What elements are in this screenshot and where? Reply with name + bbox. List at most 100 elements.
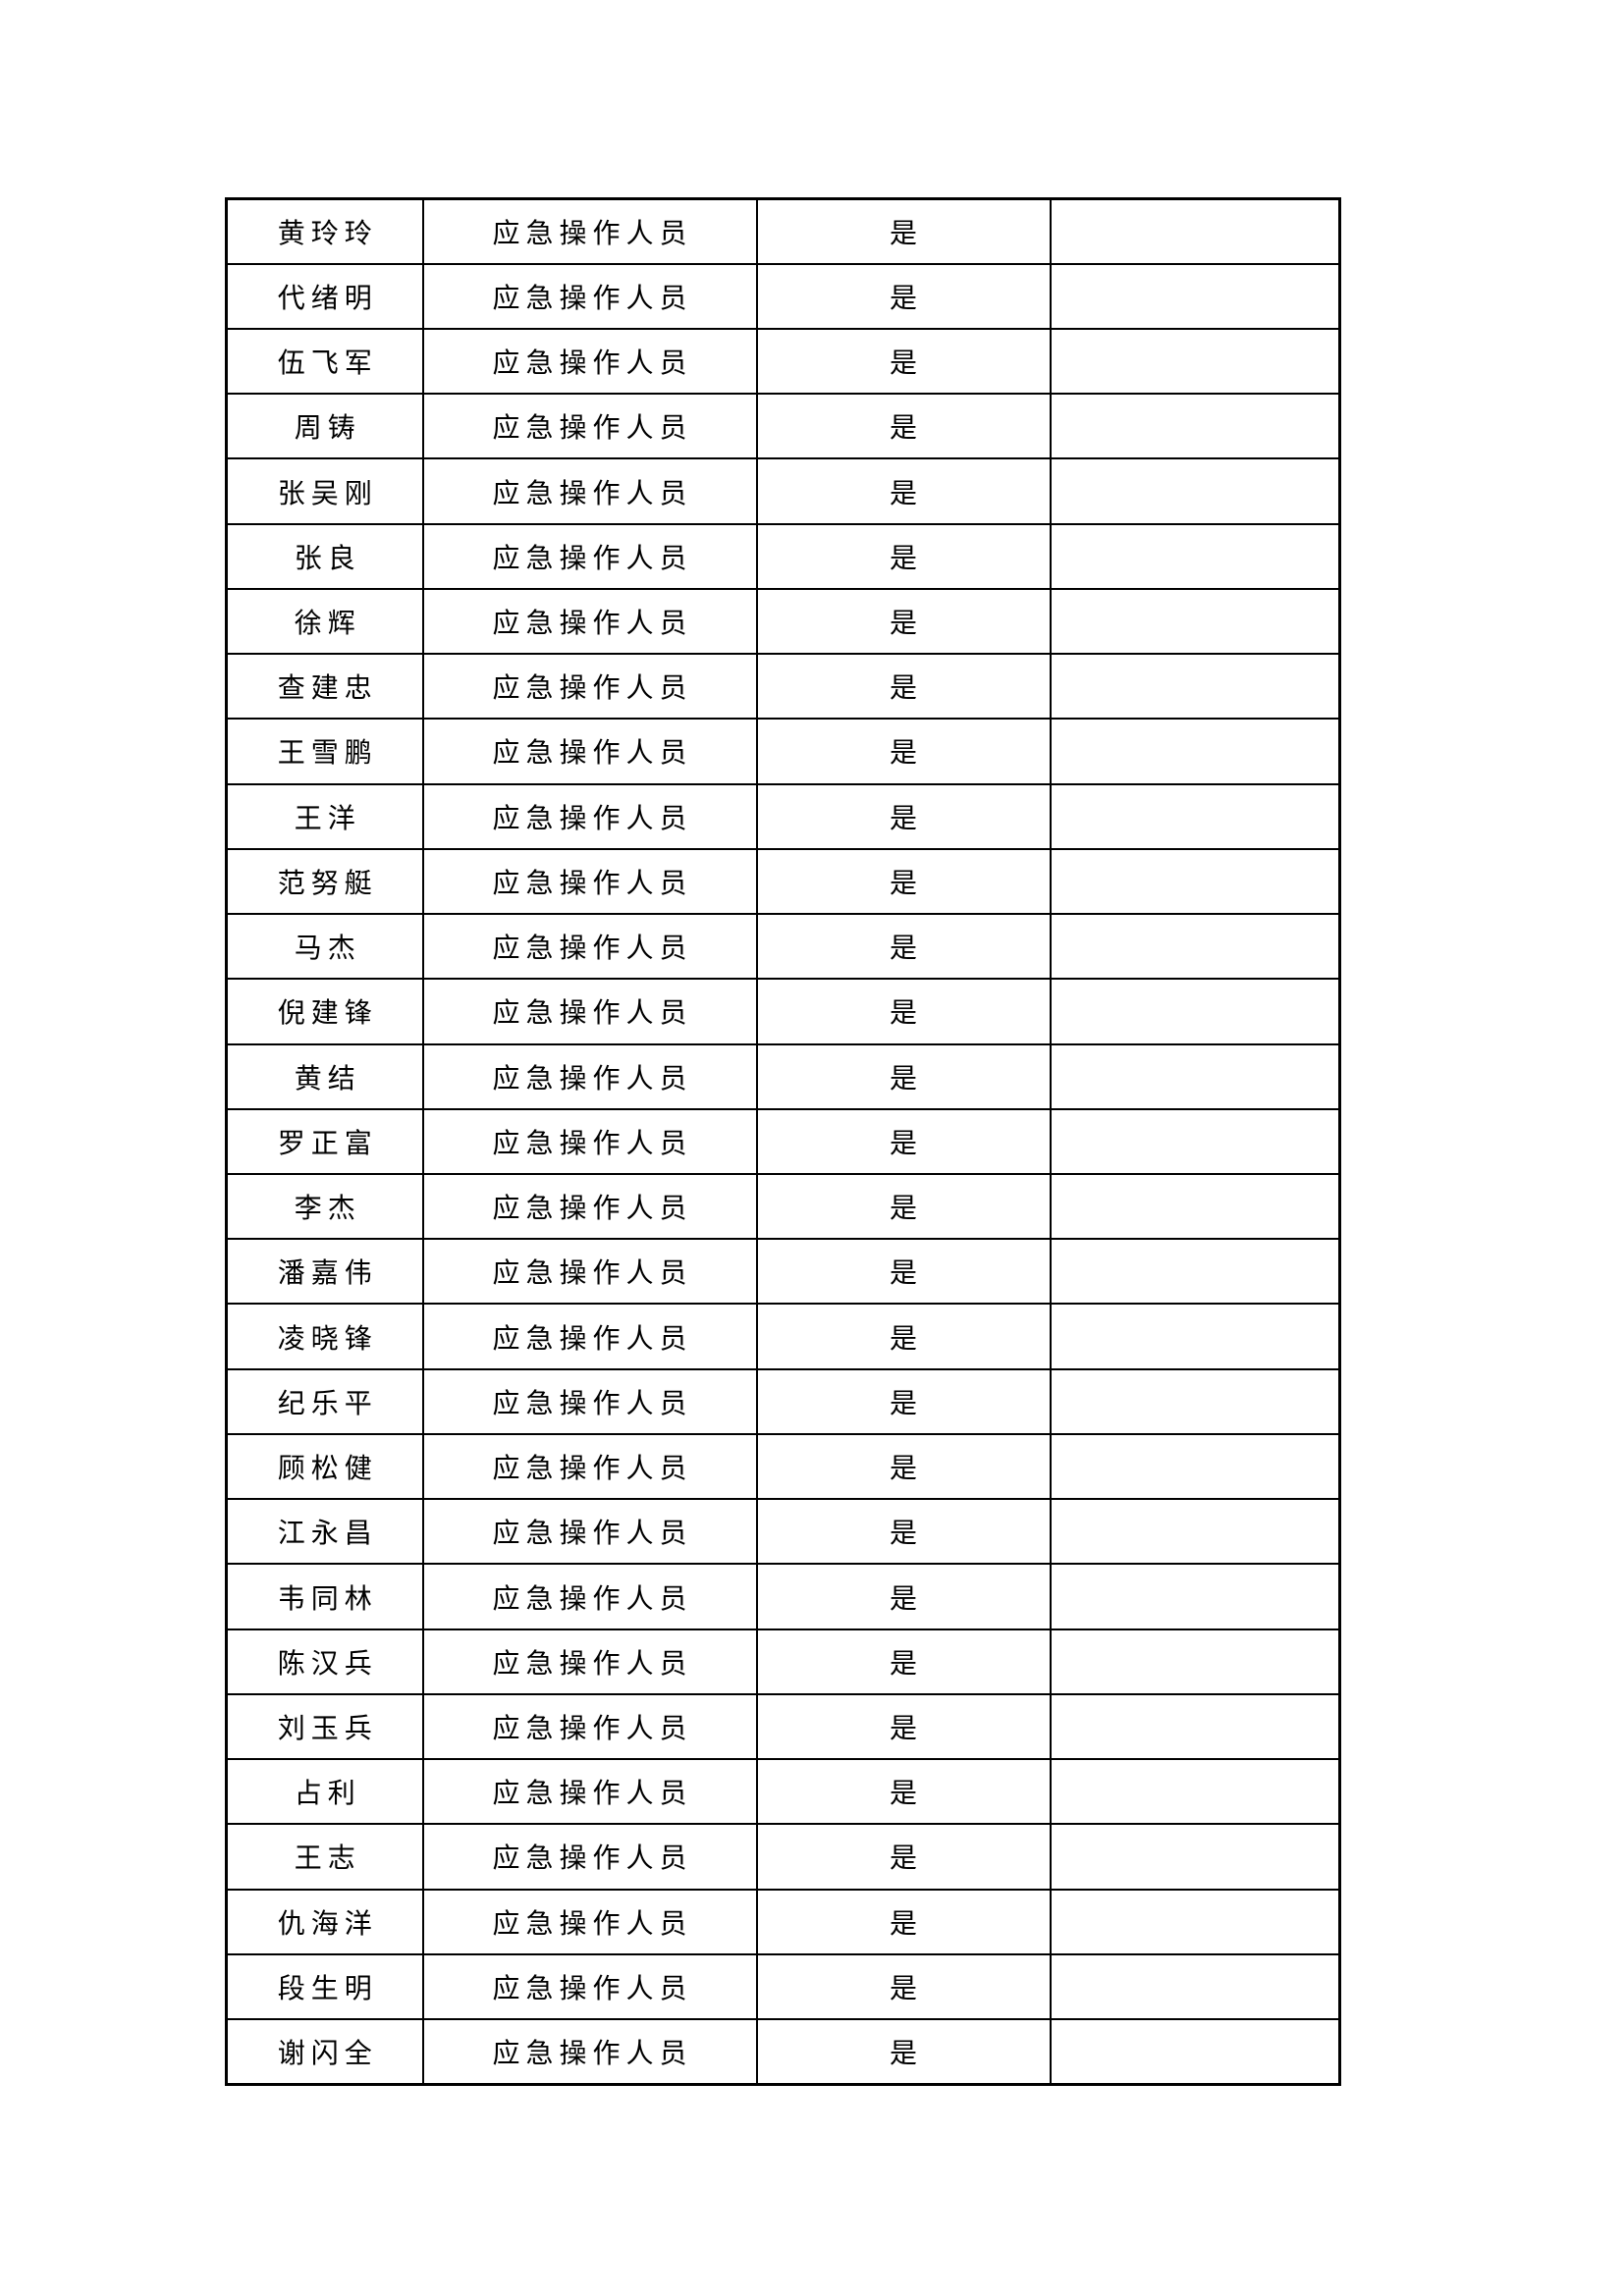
remark-cell — [1049, 1952, 1341, 2021]
role-cell: 应急操作人员 — [421, 522, 758, 590]
remark-cell — [1049, 327, 1341, 396]
status-cell: 是 — [755, 522, 1052, 590]
role-cell: 应急操作人员 — [421, 1888, 758, 1955]
table-row: 顾松健 应急操作人员是 — [225, 1432, 1341, 1501]
name-cell: 张吴刚 — [225, 457, 424, 525]
name-cell: 李杰 — [225, 1173, 424, 1241]
name-cell: 王雪鹏 — [225, 718, 424, 785]
role-cell: 应急操作人员 — [421, 1628, 758, 1695]
table-row: 潘嘉伟 应急操作人员是 — [225, 1238, 1341, 1306]
name-cell: 代绪明 — [225, 262, 424, 330]
role-cell: 应急操作人员 — [421, 913, 758, 981]
name-cell: 周铸 — [225, 393, 424, 460]
table-row: 江永昌 应急操作人员是 — [225, 1498, 1341, 1566]
role-cell: 应急操作人员 — [421, 587, 758, 656]
role-cell: 应急操作人员 — [421, 782, 758, 850]
name-cell: 段生明 — [225, 1952, 424, 2021]
name-cell: 王洋 — [225, 782, 424, 850]
name-cell: 倪建锋 — [225, 978, 424, 1045]
role-cell: 应急操作人员 — [421, 262, 758, 330]
table-row: 代绪明 应急操作人员是 — [225, 262, 1341, 330]
name-cell: 罗正富 — [225, 1107, 424, 1176]
name-cell: 伍飞军 — [225, 327, 424, 396]
role-cell: 应急操作人员 — [421, 1042, 758, 1110]
table-row: 黄玲玲 应急操作人员是 — [225, 197, 1341, 265]
name-cell: 纪乐平 — [225, 1367, 424, 1435]
status-cell: 是 — [755, 1238, 1052, 1306]
remark-cell — [1049, 782, 1341, 850]
remark-cell — [1049, 978, 1341, 1045]
name-cell: 韦同林 — [225, 1563, 424, 1630]
remark-cell — [1049, 1692, 1341, 1761]
role-cell: 应急操作人员 — [421, 847, 758, 916]
remark-cell — [1049, 653, 1341, 721]
table-row: 查建忠 应急操作人员是 — [225, 653, 1341, 721]
remark-cell — [1049, 1628, 1341, 1695]
role-cell: 应急操作人员 — [421, 1432, 758, 1501]
table-row: 罗正富 应急操作人员是 — [225, 1107, 1341, 1176]
table-row: 张良 应急操作人员是 — [225, 522, 1341, 590]
status-cell: 是 — [755, 718, 1052, 785]
name-cell: 黄结 — [225, 1042, 424, 1110]
status-cell: 是 — [755, 1367, 1052, 1435]
role-cell: 应急操作人员 — [421, 393, 758, 460]
role-cell: 应急操作人员 — [421, 1692, 758, 1761]
remark-cell — [1049, 1432, 1341, 1501]
remark-cell — [1049, 522, 1341, 590]
role-cell: 应急操作人员 — [421, 1107, 758, 1176]
status-cell: 是 — [755, 847, 1052, 916]
remark-cell — [1049, 847, 1341, 916]
table-row: 李杰 应急操作人员是 — [225, 1173, 1341, 1241]
table-row: 马杰 应急操作人员是 — [225, 913, 1341, 981]
status-cell: 是 — [755, 1303, 1052, 1370]
name-cell: 江永昌 — [225, 1498, 424, 1566]
name-cell: 黄玲玲 — [225, 197, 424, 265]
table-row: 徐辉 应急操作人员是 — [225, 587, 1341, 656]
remark-cell — [1049, 197, 1341, 265]
remark-cell — [1049, 1888, 1341, 1955]
role-cell: 应急操作人员 — [421, 1563, 758, 1630]
remark-cell — [1049, 1367, 1341, 1435]
remark-cell — [1049, 2018, 1341, 2086]
remark-cell — [1049, 1238, 1341, 1306]
role-cell: 应急操作人员 — [421, 457, 758, 525]
remark-cell — [1049, 718, 1341, 785]
table-row: 伍飞军 应急操作人员是 — [225, 327, 1341, 396]
status-cell: 是 — [755, 327, 1052, 396]
role-cell: 应急操作人员 — [421, 1758, 758, 1826]
personnel-table-body: 黄玲玲 应急操作人员是代绪明 应急操作人员是伍飞军 应急操作人员是周铸 应急操作人员是张… — [225, 197, 1341, 2086]
table-row: 范努艇 应急操作人员是 — [225, 847, 1341, 916]
status-cell: 是 — [755, 1823, 1052, 1891]
name-cell: 顾松健 — [225, 1432, 424, 1501]
remark-cell — [1049, 1823, 1341, 1891]
status-cell: 是 — [755, 393, 1052, 460]
status-cell: 是 — [755, 457, 1052, 525]
role-cell: 应急操作人员 — [421, 653, 758, 721]
table-row: 谢闪全 应急操作人员是 — [225, 2018, 1341, 2086]
status-cell: 是 — [755, 262, 1052, 330]
role-cell: 应急操作人员 — [421, 1823, 758, 1891]
status-cell: 是 — [755, 1042, 1052, 1110]
name-cell: 张良 — [225, 522, 424, 590]
remark-cell — [1049, 393, 1341, 460]
name-cell: 凌晓锋 — [225, 1303, 424, 1370]
table-row: 占利 应急操作人员是 — [225, 1758, 1341, 1826]
name-cell: 仇海洋 — [225, 1888, 424, 1955]
table-row: 凌晓锋 应急操作人员是 — [225, 1303, 1341, 1370]
table-row: 王志 应急操作人员是 — [225, 1823, 1341, 1891]
role-cell: 应急操作人员 — [421, 1952, 758, 2021]
status-cell: 是 — [755, 1173, 1052, 1241]
role-cell: 应急操作人员 — [421, 978, 758, 1045]
name-cell: 潘嘉伟 — [225, 1238, 424, 1306]
status-cell: 是 — [755, 1563, 1052, 1630]
status-cell: 是 — [755, 913, 1052, 981]
status-cell: 是 — [755, 782, 1052, 850]
remark-cell — [1049, 587, 1341, 656]
table-row: 刘玉兵 应急操作人员是 — [225, 1692, 1341, 1761]
name-cell: 查建忠 — [225, 653, 424, 721]
status-cell: 是 — [755, 1498, 1052, 1566]
role-cell: 应急操作人员 — [421, 718, 758, 785]
status-cell: 是 — [755, 1692, 1052, 1761]
name-cell: 范努艇 — [225, 847, 424, 916]
